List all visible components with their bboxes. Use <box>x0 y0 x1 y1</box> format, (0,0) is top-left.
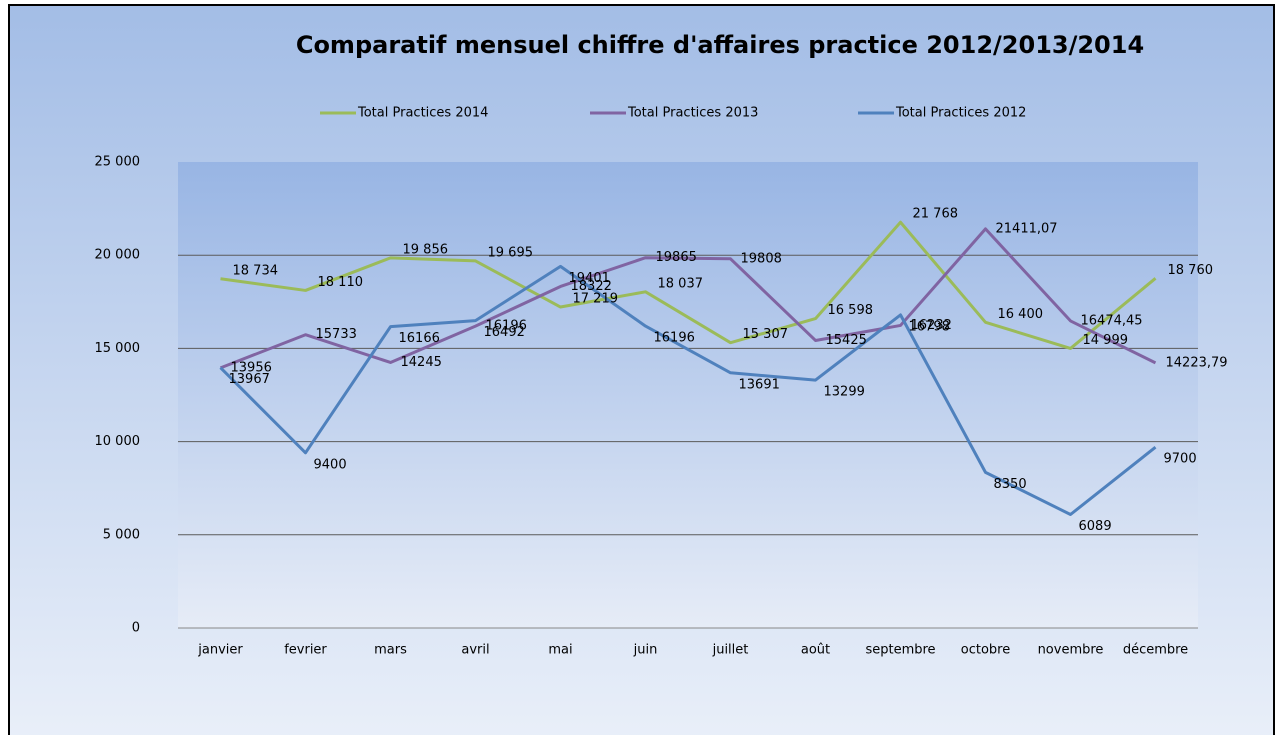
data-label: 13956 <box>231 360 272 375</box>
legend-label: Total Practices 2012 <box>895 106 1026 121</box>
x-tick-label: décembre <box>1123 643 1188 658</box>
data-label: 18 110 <box>318 275 364 290</box>
data-label: 8350 <box>994 477 1027 492</box>
data-label: 17 219 <box>573 292 619 307</box>
data-label: 21 768 <box>913 207 959 222</box>
x-tick-label: août <box>801 643 830 658</box>
data-label: 16166 <box>399 331 440 346</box>
x-tick-label: septembre <box>865 643 935 658</box>
x-tick-label: fevrier <box>284 643 327 658</box>
data-label: 15 307 <box>743 327 789 342</box>
data-label: 14223,79 <box>1166 355 1228 370</box>
data-label: 16232 <box>911 318 952 333</box>
y-tick-label: 20 000 <box>95 248 141 263</box>
data-label: 16 598 <box>828 303 874 318</box>
data-label: 19401 <box>569 271 610 286</box>
data-label: 18 037 <box>658 276 704 291</box>
data-label: 18 760 <box>1168 263 1214 278</box>
data-label: 16474,45 <box>1081 313 1143 328</box>
data-label: 15733 <box>316 327 357 342</box>
legend-label: Total Practices 2014 <box>357 106 488 121</box>
x-tick-label: novembre <box>1038 643 1104 658</box>
x-tick-label: mai <box>548 643 572 658</box>
x-tick-label: juin <box>633 643 658 658</box>
data-label: 16492 <box>484 325 525 340</box>
line-series <box>220 220 1157 350</box>
x-tick-label: janvier <box>197 643 243 658</box>
data-label: 19 856 <box>403 242 449 257</box>
y-tick-label: 10 000 <box>95 434 141 449</box>
data-label: 16196 <box>486 319 527 334</box>
x-tick-label: mars <box>374 643 407 658</box>
data-label: 15425 <box>826 333 867 348</box>
line-series <box>219 264 1157 517</box>
y-tick-label: 5 000 <box>103 527 140 542</box>
data-label: 6089 <box>1079 519 1112 534</box>
legend-label: Total Practices 2013 <box>627 106 758 121</box>
data-label: 14245 <box>401 355 442 370</box>
data-label: 13299 <box>824 385 865 400</box>
data-label: 21411,07 <box>996 221 1058 236</box>
plot-area <box>178 162 1198 628</box>
data-label: 14 999 <box>1083 333 1129 348</box>
y-tick-label: 15 000 <box>95 341 141 356</box>
data-label: 9700 <box>1164 452 1197 467</box>
data-label: 13691 <box>739 377 780 392</box>
x-tick-label: avril <box>461 643 489 658</box>
data-label: 13967 <box>229 372 270 387</box>
data-label: 19808 <box>741 251 782 266</box>
data-label: 19865 <box>656 250 697 265</box>
data-label: 18322 <box>571 279 612 294</box>
y-tick-label: 0 <box>132 621 140 636</box>
data-label: 16 400 <box>998 307 1044 322</box>
data-label: 19 695 <box>488 245 534 260</box>
data-label: 16196 <box>654 331 695 346</box>
line-series <box>219 227 1157 370</box>
data-label: 18 734 <box>233 263 279 278</box>
x-tick-label: juillet <box>712 643 749 658</box>
x-tick-label: octobre <box>961 643 1010 658</box>
chart-title: Comparatif mensuel chiffre d'affaires pr… <box>296 31 1144 59</box>
data-label: 16798 <box>909 319 950 334</box>
data-label: 9400 <box>314 457 347 472</box>
y-tick-label: 25 000 <box>95 155 141 170</box>
